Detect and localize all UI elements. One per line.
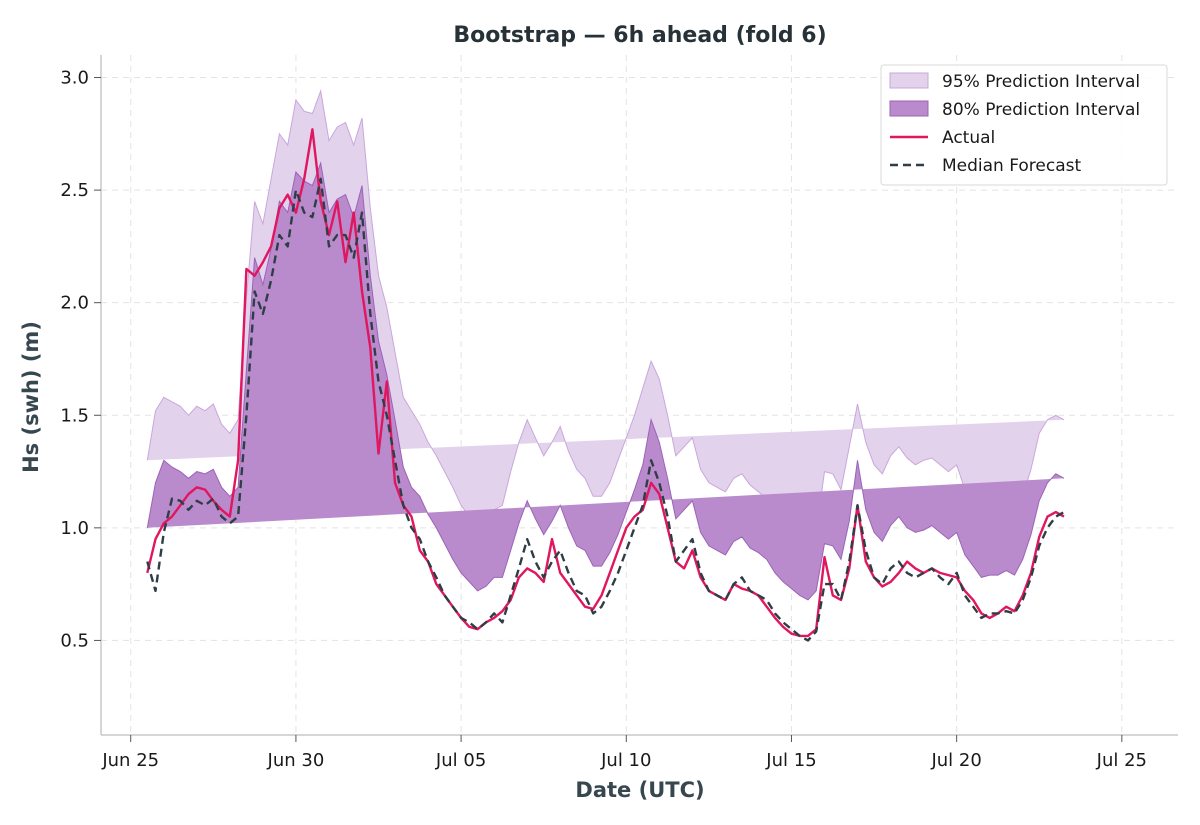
- y-tick-label: 1.0: [60, 518, 89, 539]
- legend-label-median: Median Forecast: [942, 156, 1082, 176]
- y-tick-label: 3.0: [60, 68, 89, 89]
- x-tick-label: Jun 25: [101, 750, 159, 771]
- y-tick-label: 2.0: [60, 293, 89, 314]
- y-tick-label: 1.5: [60, 405, 89, 426]
- x-axis-title: Date (UTC): [575, 778, 704, 802]
- x-tick-label: Jun 30: [267, 750, 325, 771]
- legend-box: [880, 64, 1168, 186]
- y-tick-label: 2.5: [60, 180, 89, 201]
- legend-label-pi95: 95% Prediction Interval: [942, 72, 1140, 92]
- x-tick-label: Jul 20: [930, 750, 981, 771]
- legend: 95% Prediction Interval 80% Prediction I…: [880, 64, 1168, 186]
- x-tick-label: Jul 10: [600, 750, 651, 771]
- band-pi80: [146, 161, 1065, 601]
- y-axis-title: Hs (swh) (m): [19, 321, 43, 473]
- legend-label-actual: Actual: [942, 128, 995, 148]
- chart-title: Bootstrap — 6h ahead (fold 6): [453, 23, 826, 48]
- x-tick-label: Jul 25: [1096, 750, 1147, 771]
- x-tick-label: Jul 05: [435, 750, 486, 771]
- series-median: [146, 177, 1065, 642]
- y-tick-label: 0.5: [60, 630, 89, 651]
- x-axis-ticks: Jun 25 Jun 30 Jul 05 Jul 10 Jul 15 Jul 20 Jul …: [101, 735, 1147, 771]
- legend-swatch-pi80: [889, 100, 929, 117]
- series-lines: [146, 128, 1065, 642]
- series-actual: [146, 128, 1065, 638]
- legend-swatch-pi95: [889, 72, 929, 89]
- y-axis-ticks: 0.5 1.0 1.5 2.0 2.5 3.0: [60, 68, 101, 651]
- legend-label-pi80: 80% Prediction Interval: [942, 100, 1140, 120]
- x-tick-label: Jul 15: [765, 750, 816, 771]
